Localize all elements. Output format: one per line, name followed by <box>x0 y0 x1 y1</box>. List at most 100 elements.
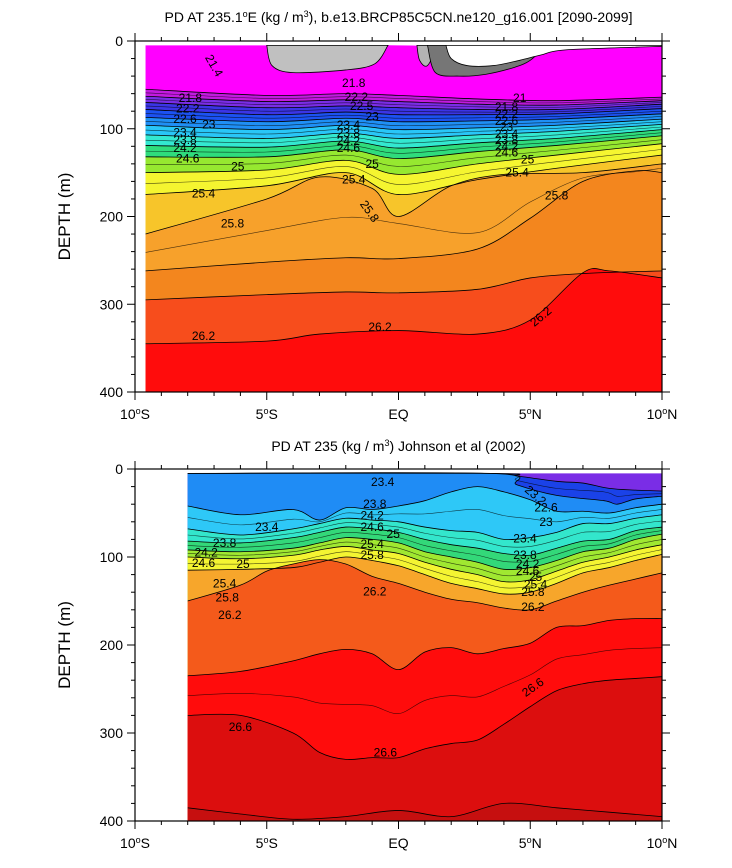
contour-line-26-2 <box>145 270 662 301</box>
y-tick-label: 300 <box>100 725 124 741</box>
contour-line-minor <box>187 530 662 563</box>
contour-label: 25.4 <box>342 173 366 187</box>
contour-line-minor <box>145 139 662 167</box>
contour-line-25-8 <box>145 163 662 235</box>
y-axis-label: DEPTH (m) <box>55 601 74 689</box>
axes: 0 100 200 300 400 10oS 5oS EQ 5oN 10oN <box>100 33 678 422</box>
contour-line-27-2 <box>187 802 662 820</box>
contour-label: 25.8 <box>360 548 384 562</box>
contour-labels: 21.421.822.222.6 2323.423.824.224.62525.4… <box>173 52 568 343</box>
contour-labels: 23.423.824.224.6 2525.425.826.223.423.824… <box>192 475 558 759</box>
y-tick-label: 0 <box>115 461 123 477</box>
contour-line-24-2 <box>187 514 662 541</box>
contour-line-minor <box>145 126 662 144</box>
contour-label: 23.8 <box>495 133 519 147</box>
x-tick-label: 5oS <box>256 406 278 422</box>
contour-label: 23 <box>539 515 553 529</box>
contour-line-minor <box>145 92 662 104</box>
contour-label: 25.4 <box>505 166 529 180</box>
contour-line-minor <box>187 539 662 577</box>
contour-label: 22.2 <box>345 90 369 104</box>
contour-label: 26.2 <box>521 600 545 614</box>
contour-line-23 <box>145 108 662 116</box>
contour-fills <box>145 45 662 392</box>
contour-label: 26.6 <box>374 745 398 759</box>
contour-label: 21.8 <box>342 76 366 90</box>
contour-band-26-4 <box>145 268 662 392</box>
contour-band-27 <box>187 676 662 821</box>
contour-line-minor <box>145 132 662 154</box>
contour-label: 25.4 <box>524 577 548 591</box>
contour-label: 23 <box>500 120 514 134</box>
masked-region <box>266 44 389 74</box>
contour-line-24-2 <box>145 123 662 139</box>
contour-line-25-6 <box>145 154 662 195</box>
contour-label: 25.4 <box>192 187 216 201</box>
contour-label: 24.6 <box>192 556 216 570</box>
y-tick-label: 400 <box>100 384 124 400</box>
x-tick-label: 10oN <box>647 835 678 851</box>
contour-line-26-2 <box>187 559 662 611</box>
contour-line-minor <box>145 116 662 127</box>
contour-line-25 <box>145 135 662 159</box>
contour-label: 21 <box>513 91 527 105</box>
contour-line-minor <box>145 105 662 113</box>
contour-line-22-6 <box>145 102 662 111</box>
x-tick-label: EQ <box>388 835 408 851</box>
contour-label: 25.8 <box>545 188 569 202</box>
contour-label: 24.6 <box>495 145 519 159</box>
axes: 0 100 200 300 400 10oS 5oS EQ 5oN 10oN <box>100 461 678 851</box>
contour-label: 25.8 <box>221 217 245 231</box>
contour-label: 26.2 <box>192 329 216 343</box>
x-tick-label: 10oS <box>120 835 150 851</box>
x-tick-label: 10oN <box>647 406 678 422</box>
contour-line-25 <box>187 533 662 570</box>
contour-line-25-4 <box>145 143 662 175</box>
contour-label: 25.8 <box>521 585 545 599</box>
y-tick-label: 200 <box>100 209 124 225</box>
contour-label: 22.6 <box>495 114 519 128</box>
contour-line-23-8 <box>187 486 662 521</box>
contour-line-minor <box>187 509 662 526</box>
contour-label: 25.8 <box>216 590 240 604</box>
contour-label: 24.6 <box>516 564 540 578</box>
contour-line-26-4 <box>145 268 662 345</box>
contour-label: 23.4 <box>371 475 395 489</box>
contour-label: 23.4 <box>255 520 279 534</box>
contour-label: 21.8 <box>179 91 203 105</box>
contour-label: 26.2 <box>218 608 242 622</box>
contour-line-24-6 <box>145 129 662 149</box>
contour-label: 23.8 <box>337 126 361 140</box>
contour-line-26-6 <box>187 618 662 677</box>
contour-label: 25.4 <box>213 576 237 590</box>
contour-label: 25 <box>521 152 535 166</box>
contour-label: 26.2 <box>363 584 387 598</box>
contour-label: 25 <box>365 157 379 171</box>
top-panel: 21.421.822.222.6 2323.423.824.224.62525.4… <box>55 9 677 422</box>
y-tick-label: 200 <box>100 637 124 653</box>
y-tick-label: 300 <box>100 296 124 312</box>
contour-label: 24.6 <box>360 520 384 534</box>
contour-label: 23.8 <box>363 497 387 511</box>
contour-label: 24.2 <box>495 139 519 153</box>
contour-label: 26.6 <box>229 720 253 734</box>
contour-label: 25 <box>529 570 543 584</box>
contour-line-25-4 <box>187 544 662 583</box>
y-tick-label: 100 <box>100 549 124 565</box>
contour-label: 25 <box>387 527 401 541</box>
contour-label: 22.2 <box>176 102 200 116</box>
contour-lines <box>187 472 662 820</box>
contour-label: 22.2 <box>495 107 519 121</box>
x-tick-label: 5oN <box>519 406 542 422</box>
contour-line-23-4 <box>145 113 662 123</box>
y-axis-label: DEPTH (m) <box>55 173 74 261</box>
contour-label: 23.8 <box>173 133 197 147</box>
contour-label: 24.6 <box>337 141 361 155</box>
x-tick-label: 5oS <box>256 835 278 851</box>
contour-label: 23.4 <box>513 532 537 546</box>
contour-line-27 <box>187 676 662 760</box>
contour-label: 25 <box>231 159 245 173</box>
contour-label: 23.4 <box>173 125 197 139</box>
contour-line-23-8 <box>145 118 662 131</box>
contour-label: 24.6 <box>176 152 200 166</box>
